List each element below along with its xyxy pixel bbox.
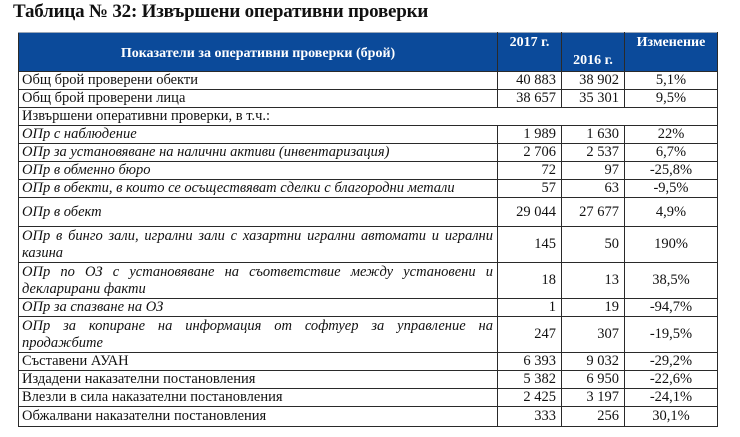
value-2017: 6 393 <box>497 352 562 371</box>
value-2016: 3 197 <box>561 388 625 407</box>
value-2016: 2 537 <box>561 143 625 162</box>
value-2016: 35 301 <box>561 89 625 108</box>
value-2017: 2 706 <box>497 143 562 162</box>
value-2017: 57 <box>497 179 562 198</box>
value-change: 22% <box>624 125 718 144</box>
section-label: Извършени оперативни проверки, в т.ч.: <box>18 107 718 126</box>
table-row: Обжалвани наказателни постановления 333 … <box>18 406 718 427</box>
row-label: ОПр в бинго зали, игрални зали с хазартн… <box>18 226 498 263</box>
table-row: Общ брой проверени лица 38 657 35 301 9,… <box>18 89 718 108</box>
header-change: Изменение <box>624 32 718 72</box>
value-change: 30,1% <box>624 406 718 427</box>
value-change: -94,7% <box>624 298 718 317</box>
value-2016: 1 630 <box>561 125 625 144</box>
header-indicator: Показатели за оперативни проверки (брой) <box>18 32 498 72</box>
value-2017: 145 <box>497 226 562 263</box>
value-2017: 38 657 <box>497 89 562 108</box>
value-2016: 97 <box>561 161 625 180</box>
value-change: -19,5% <box>624 316 718 353</box>
value-2016: 63 <box>561 179 625 198</box>
row-label: Обжалвани наказателни постановления <box>18 406 498 427</box>
row-label: ОПр в обменно бюро <box>18 161 498 180</box>
row-label: Общ брой проверени обекти <box>18 71 498 90</box>
value-change: -22,6% <box>624 370 718 389</box>
value-change: -29,2% <box>624 352 718 371</box>
row-label: ОПр по ОЗ с установяване на съответствие… <box>18 262 498 299</box>
table-row: ОПр в обекти, в които се осъществяват сд… <box>18 179 718 198</box>
value-2016: 19 <box>561 298 625 317</box>
value-change: 5,1% <box>624 71 718 90</box>
table-row: ОПр по ОЗ с установяване на съответствие… <box>18 262 718 299</box>
value-2017: 72 <box>497 161 562 180</box>
table-row: ОПр в обменно бюро 72 97 -25,8% <box>18 161 718 180</box>
header-2016: 2016 г. <box>561 32 625 72</box>
value-change: 9,5% <box>624 89 718 108</box>
header-2017: 2017 г. <box>497 32 562 72</box>
row-label: ОПр за копиране на информация от софтуер… <box>18 316 498 353</box>
table-row: Съставени АУАН 6 393 9 032 -29,2% <box>18 352 718 371</box>
value-2017: 1 <box>497 298 562 317</box>
value-change: 38,5% <box>624 262 718 299</box>
row-label: ОПр в обекти, в които се осъществяват сд… <box>18 179 498 198</box>
value-2016: 6 950 <box>561 370 625 389</box>
value-change: -25,8% <box>624 161 718 180</box>
value-change: -24,1% <box>624 388 718 407</box>
value-2016: 307 <box>561 316 625 353</box>
value-2016: 38 902 <box>561 71 625 90</box>
value-2017: 40 883 <box>497 71 562 90</box>
value-2017: 2 425 <box>497 388 562 407</box>
row-label: Общ брой проверени лица <box>18 89 498 108</box>
value-2017: 5 382 <box>497 370 562 389</box>
table-row: Влезли в сила наказателни постановления … <box>18 388 718 407</box>
value-2016: 256 <box>561 406 625 427</box>
table-row: ОПр в бинго зали, игрални зали с хазартн… <box>18 226 718 263</box>
row-label: ОПр с наблюдение <box>18 125 498 144</box>
table-row: ОПр за установяване на налични активи (и… <box>18 143 718 162</box>
value-2017: 1 989 <box>497 125 562 144</box>
row-label: Издадени наказателни постановления <box>18 370 498 389</box>
table-row: Общ брой проверени обекти 40 883 38 902 … <box>18 71 718 90</box>
value-2017: 247 <box>497 316 562 353</box>
value-change: -9,5% <box>624 179 718 198</box>
table-row: ОПр за копиране на информация от софтуер… <box>18 316 718 353</box>
table-title: Таблица № 32: Извършени оперативни прове… <box>13 1 429 22</box>
table-header-row: Показатели за оперативни проверки (брой)… <box>18 32 718 72</box>
row-label: ОПр за установяване на налични активи (и… <box>18 143 498 162</box>
table-row: ОПр с наблюдение 1 989 1 630 22% <box>18 125 718 144</box>
row-label: ОПр за спазване на ОЗ <box>18 298 498 317</box>
value-change: 190% <box>624 226 718 263</box>
table-row: ОПр за спазване на ОЗ 1 19 -94,7% <box>18 298 718 317</box>
section-row: Извършени оперативни проверки, в т.ч.: <box>18 107 718 126</box>
value-2017: 29 044 <box>497 197 562 227</box>
row-label: Влезли в сила наказателни постановления <box>18 388 498 407</box>
row-label: Съставени АУАН <box>18 352 498 371</box>
row-label: ОПр в обект <box>18 197 498 227</box>
value-2016: 50 <box>561 226 625 263</box>
value-change: 6,7% <box>624 143 718 162</box>
table-row: ОПр в обект 29 044 27 677 4,9% <box>18 197 718 227</box>
operational-checks-table: Показатели за оперативни проверки (брой)… <box>18 32 718 427</box>
value-change: 4,9% <box>624 197 718 227</box>
value-2017: 18 <box>497 262 562 299</box>
value-2016: 13 <box>561 262 625 299</box>
table-row: Издадени наказателни постановления 5 382… <box>18 370 718 389</box>
value-2016: 9 032 <box>561 352 625 371</box>
value-2017: 333 <box>497 406 562 427</box>
value-2016: 27 677 <box>561 197 625 227</box>
